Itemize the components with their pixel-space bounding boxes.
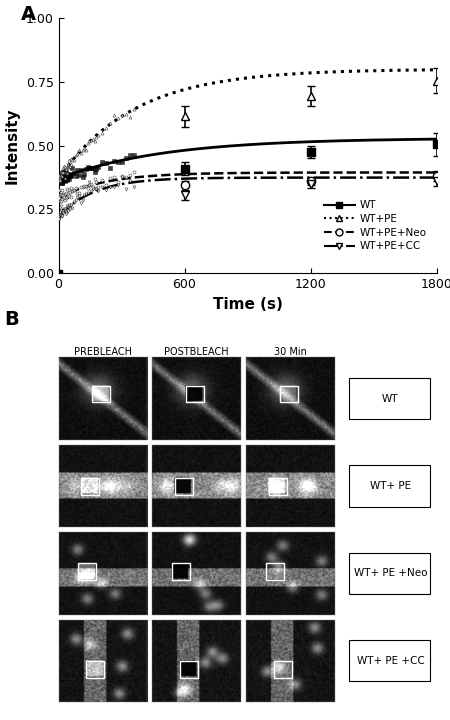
X-axis label: Time (s): Time (s) (212, 297, 283, 312)
Bar (349, 378, 430, 419)
Title: PREBLEACH: PREBLEACH (74, 346, 132, 356)
Text: WT+ PE +CC: WT+ PE +CC (356, 656, 424, 666)
Bar (274, 661, 292, 678)
Y-axis label: Intensity: Intensity (5, 107, 20, 184)
Bar (86, 661, 104, 678)
Bar (175, 478, 193, 495)
Bar (81, 478, 99, 495)
Text: WT+ PE: WT+ PE (370, 481, 411, 491)
Bar (280, 386, 298, 402)
Bar (266, 563, 284, 580)
Bar (180, 661, 198, 678)
Bar (349, 640, 430, 681)
Bar (349, 553, 430, 594)
Bar (269, 478, 287, 495)
Bar (92, 386, 110, 402)
Bar (172, 563, 190, 580)
Bar (349, 465, 430, 507)
Bar (186, 386, 204, 402)
Text: WT+ PE +Neo: WT+ PE +Neo (354, 568, 427, 578)
Text: B: B (4, 310, 19, 328)
Text: WT: WT (382, 394, 399, 403)
Bar (78, 563, 96, 580)
Text: A: A (21, 5, 36, 24)
Title: POSTBLEACH: POSTBLEACH (165, 346, 229, 356)
Legend: WT, WT+PE, WT+PE+Neo, WT+PE+CC: WT, WT+PE, WT+PE+Neo, WT+PE+CC (320, 196, 431, 256)
Title: 30 Min: 30 Min (274, 346, 307, 356)
